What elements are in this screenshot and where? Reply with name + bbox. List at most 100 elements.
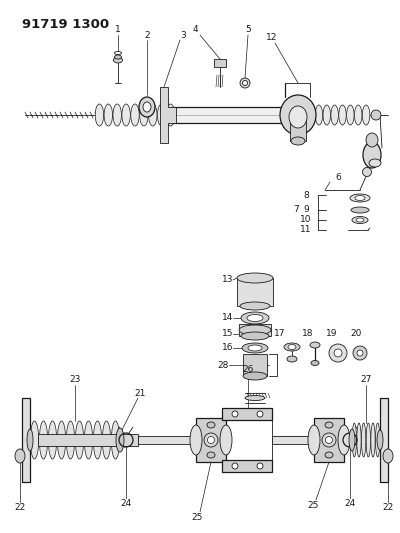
Text: 28: 28 [218,360,229,369]
Ellipse shape [280,95,316,135]
Text: 18: 18 [302,328,314,337]
Ellipse shape [356,218,364,222]
Ellipse shape [237,273,273,283]
Ellipse shape [143,102,151,112]
Ellipse shape [383,449,393,463]
Bar [170,107,310,123]
Text: 26: 26 [242,365,254,374]
Ellipse shape [113,104,122,126]
Ellipse shape [366,423,370,457]
Ellipse shape [353,346,367,360]
Ellipse shape [347,105,354,125]
Bar [290,117,306,141]
Ellipse shape [190,425,202,455]
Ellipse shape [204,433,218,447]
Ellipse shape [311,360,319,366]
Text: 23: 23 [69,376,81,384]
Ellipse shape [363,142,381,168]
Ellipse shape [284,343,300,351]
Ellipse shape [232,411,238,417]
Text: 8: 8 [303,191,309,200]
Ellipse shape [93,421,102,459]
Bar [243,354,267,376]
Ellipse shape [114,55,122,59]
Text: 12: 12 [266,34,278,43]
Ellipse shape [247,314,263,321]
Text: 11: 11 [300,225,312,235]
Ellipse shape [308,425,320,455]
Ellipse shape [248,345,262,351]
Text: 27: 27 [360,375,372,384]
Text: 14: 14 [222,313,233,322]
Ellipse shape [339,105,346,125]
Text: 24: 24 [120,499,132,508]
Text: 19: 19 [326,328,338,337]
Ellipse shape [30,421,39,459]
Ellipse shape [66,421,75,459]
Ellipse shape [326,437,332,443]
Text: 25: 25 [191,513,203,522]
Ellipse shape [240,78,250,88]
Text: 4: 4 [192,26,198,35]
Ellipse shape [355,196,365,200]
Bar [239,324,271,336]
Ellipse shape [338,425,350,455]
Text: 1: 1 [115,26,121,35]
Ellipse shape [15,449,25,463]
Ellipse shape [241,312,269,324]
Ellipse shape [27,429,33,451]
Ellipse shape [289,106,307,128]
Ellipse shape [207,452,215,458]
Ellipse shape [57,421,66,459]
Bar [222,460,272,472]
Bar [314,418,344,462]
Ellipse shape [239,325,271,335]
Ellipse shape [357,423,361,457]
Bar [360,436,380,444]
Text: 25: 25 [307,502,319,511]
Ellipse shape [288,344,296,350]
Text: 13: 13 [222,276,233,285]
Ellipse shape [369,159,381,167]
Text: 22: 22 [382,504,394,513]
Ellipse shape [352,423,356,457]
Ellipse shape [207,422,215,428]
Ellipse shape [329,344,347,362]
Ellipse shape [220,425,232,455]
Ellipse shape [376,423,380,457]
Ellipse shape [116,428,124,452]
Ellipse shape [362,105,370,125]
Bar [237,278,273,306]
Ellipse shape [140,104,148,126]
Ellipse shape [325,452,333,458]
Text: 22: 22 [14,504,26,513]
Bar [22,398,30,482]
Ellipse shape [334,349,342,357]
Text: 17: 17 [274,328,286,337]
Ellipse shape [75,421,84,459]
Bar [138,436,196,444]
Ellipse shape [114,52,122,54]
Ellipse shape [291,137,305,145]
Ellipse shape [352,216,368,223]
Ellipse shape [323,105,330,125]
Text: 91719 1300: 91719 1300 [22,18,109,31]
Text: 15: 15 [222,329,233,338]
Ellipse shape [245,395,265,400]
Ellipse shape [240,302,270,310]
Ellipse shape [131,104,139,126]
Ellipse shape [114,57,122,63]
Bar [196,418,226,462]
Ellipse shape [357,350,363,356]
Bar [222,408,272,420]
Ellipse shape [350,194,370,202]
Ellipse shape [148,104,157,126]
Ellipse shape [102,421,111,459]
Ellipse shape [241,332,269,340]
Bar [214,59,226,67]
Text: 24: 24 [344,499,356,508]
Bar [380,398,388,482]
Text: 7: 7 [293,206,299,214]
Text: 3: 3 [180,30,186,39]
Ellipse shape [377,430,383,450]
